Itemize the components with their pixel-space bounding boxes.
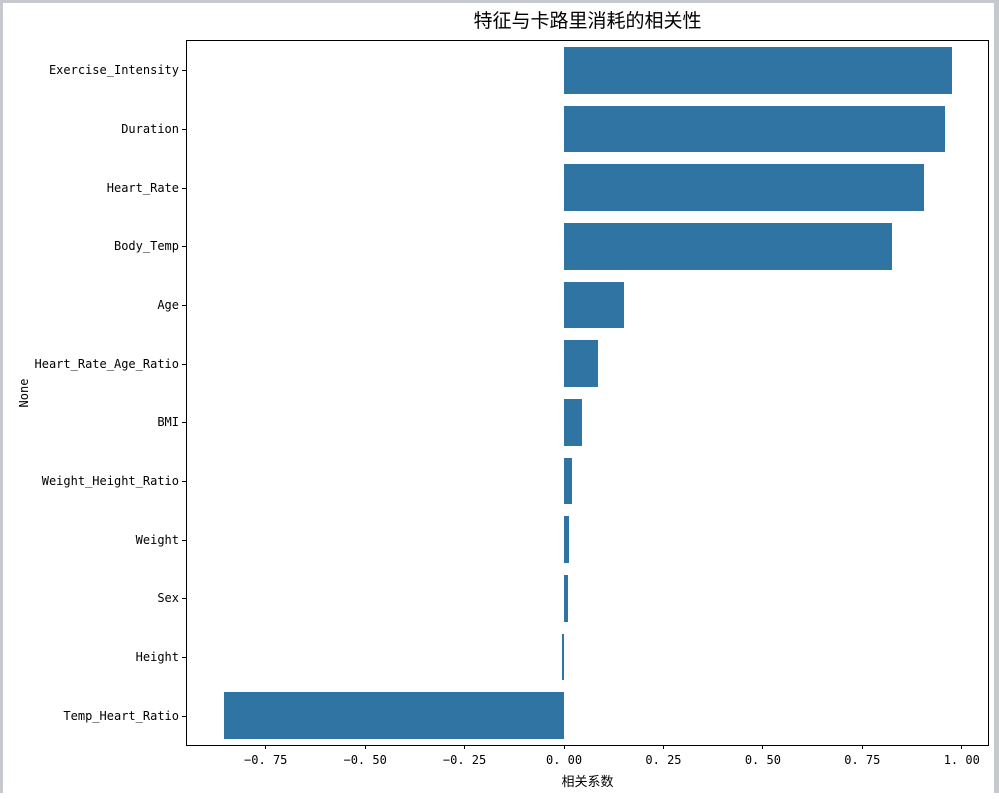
window-border-right xyxy=(994,0,999,793)
x-tick-mark xyxy=(861,745,863,749)
bar-BMI xyxy=(564,398,582,446)
y-tick-mark xyxy=(182,539,186,541)
bar-Weight xyxy=(564,516,570,564)
y-tick-mark xyxy=(182,246,186,248)
y-tick-label: Heart_Rate xyxy=(106,180,179,195)
y-tick-mark xyxy=(182,657,186,658)
x-tick-mark xyxy=(961,745,963,749)
bar-Exercise_Intensity xyxy=(564,46,952,94)
y-tick-mark xyxy=(182,363,186,365)
y-tick-label: Exercise_Intensity xyxy=(48,63,179,78)
y-tick-label: Heart_Rate_Age_Ratio xyxy=(34,356,180,371)
y-tick-label: Temp_Heart_Ratio xyxy=(63,708,179,723)
window-border-top xyxy=(0,0,999,3)
x-tick-mark xyxy=(762,745,764,749)
x-tick-label: −0. 75 xyxy=(244,753,288,767)
y-tick-label: Age xyxy=(157,298,179,312)
bar-Temp_Heart_Ratio xyxy=(223,692,565,740)
x-tick-mark xyxy=(265,745,267,749)
bar-Age xyxy=(564,281,624,329)
bar-Weight_Height_Ratio xyxy=(564,457,572,505)
bar-Heart_Rate xyxy=(564,164,924,212)
x-tick-mark xyxy=(662,745,664,749)
plot-area: −0. 75 −0. 50 −0. 25 0. 00 0. 25 0. 50 0. 75 1.… xyxy=(182,40,989,767)
x-tick-mark xyxy=(364,745,366,749)
y-tick-label: Duration xyxy=(121,122,179,136)
bar-Height xyxy=(562,633,565,681)
y-tick-label: Weight_Height_Ratio xyxy=(41,474,179,488)
y-tick-mark xyxy=(182,70,186,72)
bar-Duration xyxy=(564,105,945,153)
y-tick-mark xyxy=(182,187,186,189)
x-tick-label: −0. 50 xyxy=(343,753,387,767)
y-tick-mark xyxy=(182,305,186,306)
y-tick-mark xyxy=(182,598,186,600)
x-tick-label: 0. 50 xyxy=(744,753,781,767)
window-border-left xyxy=(0,0,3,793)
x-tick-mark xyxy=(464,745,466,749)
y-tick-mark xyxy=(182,422,186,424)
x-tick-mark xyxy=(563,745,565,749)
x-tick-label: 0. 00 xyxy=(545,753,583,767)
y-tick-mark xyxy=(182,715,186,717)
bar-Heart_Rate_Age_Ratio xyxy=(564,340,598,388)
y-tick-label: BMI xyxy=(157,415,179,430)
bar-Body_Temp xyxy=(564,222,893,270)
y-tick-label: Height xyxy=(135,650,179,664)
bar-Sex xyxy=(564,574,568,622)
y-tick-mark xyxy=(182,481,186,482)
x-tick-label: 1. 00 xyxy=(943,753,980,767)
x-tick-label: 0. 25 xyxy=(645,753,682,767)
chart-title: 特征与卡路里消耗的相关性 xyxy=(473,11,702,32)
y-tick-label: Sex xyxy=(157,591,179,606)
x-tick-label: −0. 25 xyxy=(442,753,487,767)
y-tick-label: Body_Temp xyxy=(113,239,179,254)
x-axis-title: 相关系数 xyxy=(561,774,614,789)
y-axis-labels: Exercise_Intensity Duration Heart_Rate Body… xyxy=(0,40,180,746)
y-tick-mark xyxy=(182,129,186,130)
x-tick-label: 0. 75 xyxy=(844,753,881,767)
y-tick-label: Weight xyxy=(135,532,179,547)
